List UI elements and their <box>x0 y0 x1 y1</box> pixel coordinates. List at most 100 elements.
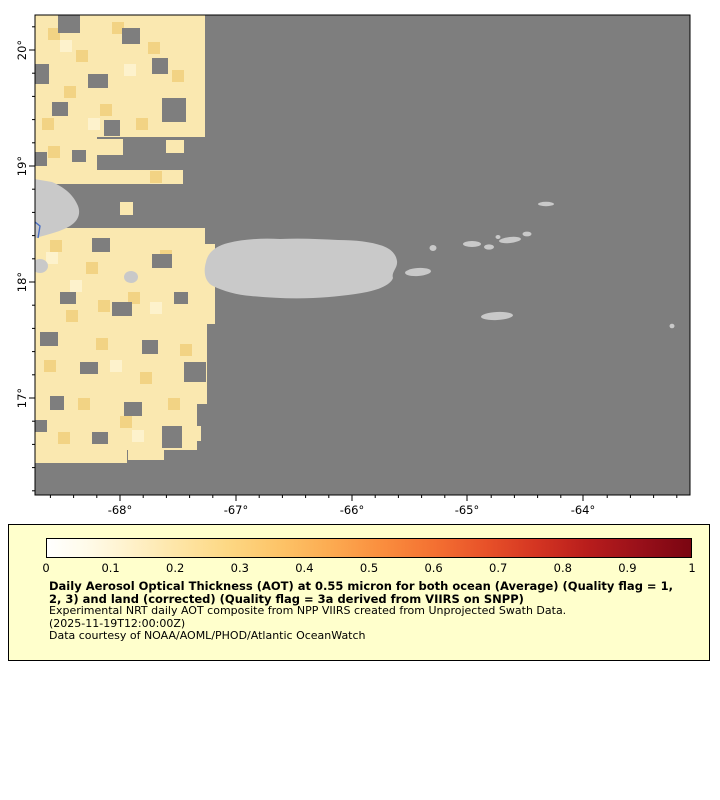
no-data-hole <box>52 102 68 116</box>
no-data-hole <box>58 15 80 33</box>
legend-title-line-2: 2, 3) and land (corrected) (Quality flag… <box>49 591 524 606</box>
aot-patch <box>96 338 108 350</box>
colorbar-tick-label: 0.6 <box>424 561 443 575</box>
st-john <box>484 244 494 250</box>
aot-patch <box>150 171 162 183</box>
colorbar-ticks: 0 0.1 0.2 0.3 0.4 0.5 0.6 0.7 0.8 0.9 1 <box>42 561 696 576</box>
colorbar-tick-label: 0.5 <box>359 561 379 575</box>
aot-patch <box>50 240 62 252</box>
saona-island <box>35 259 48 273</box>
map-section: -68° -67° -66° -65° -64° 20° 19° 18° 17° <box>15 14 691 517</box>
saba <box>669 323 675 329</box>
no-data-hole <box>162 426 182 448</box>
aot-patch <box>128 450 164 460</box>
aot-patch <box>48 28 60 40</box>
x-axis-label: -65° <box>455 503 480 517</box>
aot-patch <box>88 118 100 130</box>
aot-patch <box>44 360 56 372</box>
no-data-hole <box>88 74 108 88</box>
aot-patch <box>168 398 180 410</box>
no-data-hole <box>124 402 142 416</box>
y-axis-label: 17° <box>15 388 29 408</box>
colorbar <box>46 538 692 558</box>
no-data-hole <box>142 340 158 354</box>
x-axis-label: -67° <box>224 503 249 517</box>
aot-patch <box>112 22 124 34</box>
st-thomas <box>463 241 481 247</box>
jost-van-dyke <box>495 235 501 239</box>
no-data-hole <box>60 292 76 304</box>
y-axis-label: 19° <box>15 156 29 176</box>
aot-patch <box>110 360 122 372</box>
aot-patch <box>172 70 184 82</box>
map-data-layers <box>35 15 690 495</box>
legend-title-line-1: Daily Aerosol Optical Thickness (AOT) at… <box>49 579 673 593</box>
aot-patch <box>100 104 112 116</box>
map-axes: -68° -67° -66° -65° -64° 20° 19° 18° 17° <box>15 26 678 517</box>
colorbar-tick-label: 0.7 <box>489 561 508 575</box>
coastline-water-line <box>35 221 41 239</box>
no-data-hole <box>152 58 168 74</box>
aot-patch <box>120 416 132 428</box>
legend-body-line-1: Experimental NRT daily AOT composite fro… <box>49 604 567 617</box>
no-data-hole <box>35 64 49 84</box>
no-data-hole <box>35 420 47 432</box>
legend-text: Daily Aerosol Optical Thickness (AOT) at… <box>49 580 699 643</box>
y-axis-label: 18° <box>15 272 29 292</box>
legend-credit: Data courtesy of NOAA/AOML/PHOD/Atlantic… <box>49 629 366 642</box>
legend-box: 0 0.1 0.2 0.3 0.4 0.5 0.6 0.7 0.8 0.9 1 Daily Aero… <box>8 524 710 661</box>
vieques <box>405 267 431 277</box>
aot-patch <box>78 398 90 410</box>
aot-patch <box>35 450 127 463</box>
colorbar-tick-label: 0 <box>42 561 50 575</box>
plot-frame <box>34 14 691 496</box>
aot-patch <box>140 372 152 384</box>
no-data-hole <box>162 98 186 122</box>
map-canvas: -68° -67° -66° -65° -64° 20° 19° 18° 17° <box>15 14 691 517</box>
no-data-hole <box>174 292 188 304</box>
colorbar-tick-label: 1 <box>688 561 696 575</box>
aot-patch <box>46 252 58 264</box>
tortola <box>499 236 521 244</box>
no-data-hole <box>50 396 64 410</box>
aot-patch <box>64 86 76 98</box>
colorbar-tick-label: 0.8 <box>553 561 572 575</box>
map-frame <box>34 14 691 496</box>
aot-patch <box>70 280 82 292</box>
no-data-hole <box>122 28 140 44</box>
aot-patch <box>120 202 133 215</box>
aot-patch <box>150 302 162 314</box>
no-data-hole <box>40 332 58 346</box>
colorbar-tick-label: 0.4 <box>295 561 314 575</box>
aot-patch <box>128 292 140 304</box>
aot-patch <box>58 432 70 444</box>
aot-patch <box>132 430 144 442</box>
no-data-hole <box>92 238 110 252</box>
mona-island <box>124 271 138 283</box>
aot-patch <box>148 42 160 54</box>
virgin-gorda <box>522 231 532 237</box>
colorbar-tick-label: 0.3 <box>230 561 249 575</box>
aot-patch <box>76 50 88 62</box>
st-croix <box>481 311 513 321</box>
aot-patch <box>42 118 54 130</box>
no-data-hole <box>92 432 108 444</box>
no-data-hole <box>72 150 86 162</box>
legend-timestamp: (2025-11-19T12:00:00Z) <box>49 616 186 630</box>
aot-patch <box>60 40 72 52</box>
x-axis-label: -66° <box>340 503 365 517</box>
aot-patch <box>186 426 201 441</box>
aot-patch <box>180 344 192 356</box>
no-data-hole <box>80 362 98 374</box>
no-data-hole <box>112 302 132 316</box>
no-data-hole <box>184 362 206 382</box>
hispaniola-east-tip <box>35 179 80 239</box>
culebra <box>429 245 437 251</box>
aot-patch <box>136 118 148 130</box>
y-axis-label: 20° <box>15 40 29 60</box>
colorbar-tick-label: 0.9 <box>618 561 637 575</box>
anegada <box>538 201 554 207</box>
no-data-hole <box>104 120 120 136</box>
aot-patch <box>66 310 78 322</box>
aot-patch <box>124 64 136 76</box>
